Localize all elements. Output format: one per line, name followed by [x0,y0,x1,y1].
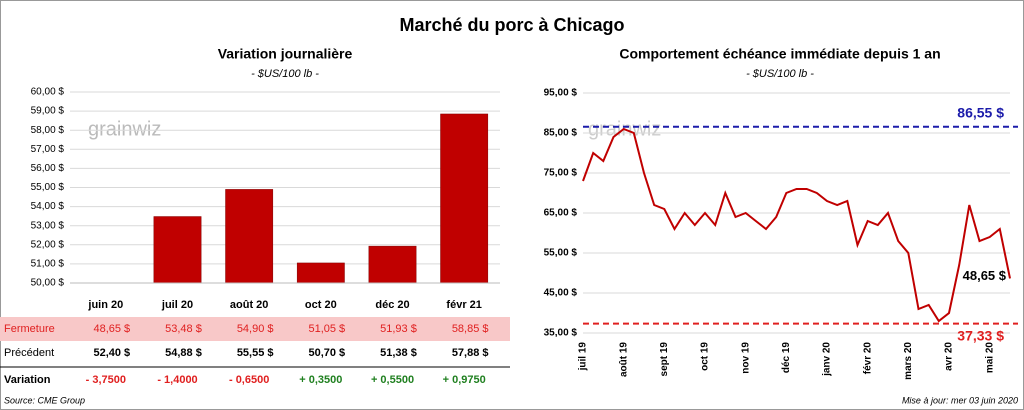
y-tick-label: 53,00 $ [31,220,65,231]
x-tick-label: août 20 [230,299,269,311]
y-tick-label: 54,00 $ [31,201,65,212]
last-value-label: 48,65 $ [963,268,1007,283]
y-tick-label: 55,00 $ [31,182,65,193]
previous-cell: 51,38 $ [380,347,417,359]
y-tick-label: 59,00 $ [31,106,65,117]
y-tick-label: 56,00 $ [31,163,65,174]
chart-subtitle: - $US/100 lb - [746,68,814,80]
y-tick-label: 52,00 $ [31,239,65,250]
change-cell: - 1,4000 [157,374,197,386]
chart-title: Variation journalière [218,46,353,62]
chart-title: Comportement échéance immédiate depuis 1… [619,46,940,62]
previous-cell: 55,55 $ [237,347,274,359]
reference-label: 86,55 $ [957,105,1004,121]
x-tick-label: févr 20 [862,342,873,375]
x-tick-label: févr 21 [446,299,481,311]
x-tick-label: juil 20 [161,299,193,311]
close-cell: 53,48 $ [165,323,202,335]
x-tick-label: juil 19 [578,342,589,372]
close-cell: 54,90 $ [237,323,274,335]
price-line [582,127,1011,323]
row-label: Variation [4,374,51,386]
x-tick-label: déc 19 [781,342,792,374]
y-tick-label: 51,00 $ [31,259,65,270]
x-tick-label: mai 20 [984,342,995,374]
y-tick-label: 55,00 $ [544,248,578,259]
change-cell: + 0,9750 [443,374,486,386]
change-cell: + 0,3500 [299,374,342,386]
x-tick-label: août 19 [618,342,629,377]
x-tick-label: sept 19 [659,342,670,377]
previous-cell: 50,70 $ [308,347,345,359]
close-cell: 58,85 $ [452,323,489,335]
x-tick-label: nov 19 [740,342,751,374]
close-row-bg [0,317,510,341]
y-tick-label: 45,00 $ [544,288,578,299]
previous-cell: 54,88 $ [165,347,202,359]
close-cell: 51,93 $ [380,323,417,335]
row-label: Précédent [4,347,54,359]
change-cell: - 0,6500 [229,374,269,386]
row-label: Fermeture [4,323,55,335]
previous-cell: 52,40 $ [93,347,130,359]
bar [225,189,274,283]
updated: Mise à jour: mer 03 juin 2020 [902,395,1018,405]
x-tick-label: oct 19 [700,342,711,371]
y-tick-label: 85,00 $ [544,128,578,139]
y-tick-label: 65,00 $ [544,208,578,219]
x-tick-label: mars 20 [903,342,914,380]
page-title: Marché du porc à Chicago [399,15,624,35]
y-tick-label: 60,00 $ [31,87,65,98]
bar [296,262,345,283]
source: Source: CME Group [4,395,85,405]
reference-label: 37,33 $ [957,327,1004,343]
y-tick-label: 57,00 $ [31,144,65,155]
x-tick-label: oct 20 [305,299,337,311]
close-cell: 48,65 $ [93,323,130,335]
bar [153,216,202,283]
y-tick-label: 75,00 $ [544,168,578,179]
x-tick-label: avr 20 [944,342,955,371]
y-tick-label: 50,00 $ [31,278,65,289]
y-tick-label: 95,00 $ [544,88,578,99]
bar [440,113,489,283]
y-tick-label: 58,00 $ [31,125,65,136]
x-tick-label: janv 20 [822,342,833,377]
watermark: grainwiz [88,118,161,140]
previous-cell: 57,88 $ [452,347,489,359]
bar [368,245,417,283]
change-cell: + 0,5500 [371,374,414,386]
x-tick-label: juin 20 [87,299,123,311]
x-tick-label: déc 20 [375,299,409,311]
y-tick-label: 35,00 $ [544,328,578,339]
chart-subtitle: - $US/100 lb - [251,68,319,80]
close-cell: 51,05 $ [308,323,345,335]
change-cell: - 3,7500 [86,374,126,386]
bars [81,113,489,283]
